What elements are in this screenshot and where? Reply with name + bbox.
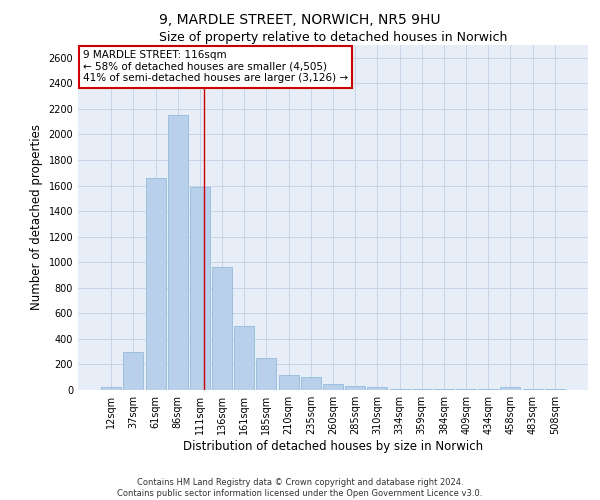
Bar — [168, 116, 188, 390]
X-axis label: Distribution of detached houses by size in Norwich: Distribution of detached houses by size … — [183, 440, 483, 453]
Bar — [190, 187, 210, 390]
Bar — [367, 388, 388, 390]
Bar — [124, 352, 143, 390]
Bar — [500, 388, 520, 390]
Bar — [212, 268, 232, 390]
Bar — [434, 388, 454, 390]
Bar — [389, 388, 410, 390]
Bar — [323, 384, 343, 390]
Bar — [101, 388, 121, 390]
Bar — [256, 358, 277, 390]
Text: 9 MARDLE STREET: 116sqm
← 58% of detached houses are smaller (4,505)
41% of semi: 9 MARDLE STREET: 116sqm ← 58% of detache… — [83, 50, 348, 84]
Bar — [278, 374, 299, 390]
Bar — [412, 388, 432, 390]
Text: Contains HM Land Registry data © Crown copyright and database right 2024.
Contai: Contains HM Land Registry data © Crown c… — [118, 478, 482, 498]
Bar — [301, 377, 321, 390]
Title: Size of property relative to detached houses in Norwich: Size of property relative to detached ho… — [159, 31, 507, 44]
Bar — [345, 386, 365, 390]
Text: 9, MARDLE STREET, NORWICH, NR5 9HU: 9, MARDLE STREET, NORWICH, NR5 9HU — [159, 12, 441, 26]
Bar — [234, 326, 254, 390]
Y-axis label: Number of detached properties: Number of detached properties — [30, 124, 43, 310]
Bar — [146, 178, 166, 390]
